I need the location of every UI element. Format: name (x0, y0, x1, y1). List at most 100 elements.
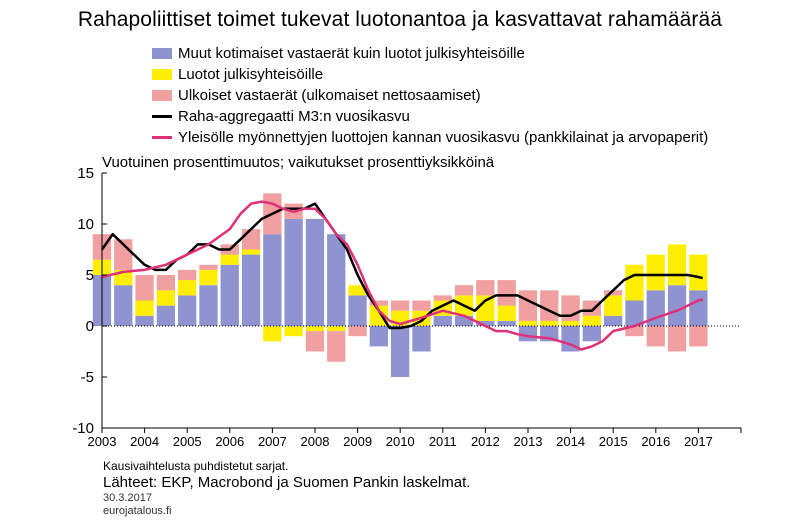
bar-s0-20 (518, 326, 538, 342)
bar-s2-13 (369, 300, 388, 306)
legend-item-ulkoiset: Ulkoiset vastaerät (ulkomaiset nettosaam… (152, 85, 708, 106)
x-tick-label-0: 2003 (88, 434, 117, 449)
footer-date: 30.3.2017 (103, 492, 152, 504)
bar-s0-8 (263, 234, 282, 326)
bar-s2-24 (604, 290, 623, 296)
bar-s2-11 (327, 331, 346, 362)
bar-s1-3 (156, 290, 175, 306)
bar-s0-14 (391, 326, 410, 377)
bar-s0-2 (135, 315, 154, 326)
bar-s0-25 (625, 300, 644, 326)
bar-s1-11 (327, 326, 346, 332)
x-tick-label-14: 2017 (684, 434, 713, 449)
chart-title: Rahapoliittiset toimet tukevat luotonant… (77, 8, 723, 31)
bar-s2-15 (412, 300, 431, 311)
bar-s0-22 (561, 326, 580, 352)
bar-s2-22 (561, 295, 580, 321)
bar-s2-21 (540, 290, 559, 321)
bar-s1-5 (199, 269, 218, 286)
bar-s1-23 (582, 315, 601, 326)
bar-s2-28 (689, 326, 708, 347)
bar-s1-27 (667, 244, 687, 286)
line-series-4 (101, 200, 703, 351)
y-axis-label: Vuotuinen prosenttimuutos; vaikutukset p… (102, 154, 495, 171)
bar-s1-19 (497, 305, 516, 321)
bar-s1-21 (540, 320, 559, 326)
bar-s2-19 (497, 280, 516, 306)
bar-s2-3 (156, 275, 175, 291)
legend: Muut kotimaiset vastaerät kuin luotot ju… (152, 43, 708, 148)
legend-label-muut: Muut kotimaiset vastaerät kuin luotot ju… (178, 45, 525, 62)
y-tick-label-0: 15 (77, 165, 94, 182)
bar-s0-6 (220, 264, 239, 326)
bar-s0-15 (412, 326, 431, 352)
x-tick-label-8: 2011 (429, 434, 457, 449)
bar-s0-3 (156, 305, 175, 326)
bar-s2-26 (646, 326, 665, 347)
footer-note: Kausivaihtelusta puhdistetut sarjat. (103, 459, 289, 473)
bar-s2-17 (454, 285, 474, 296)
bar-s2-5 (199, 264, 218, 270)
legend-label-ulkoiset: Ulkoiset vastaerät (ulkomaiset nettosaam… (178, 87, 481, 104)
y-tick-label-4: -5 (81, 369, 94, 386)
bar-s1-28 (689, 254, 708, 291)
footer-sources: Lähteet: EKP, Macrobond ja Suomen Pankin… (103, 474, 471, 491)
legend-swatch-luottokasvu (152, 136, 172, 139)
bar-s1-9 (284, 326, 303, 337)
line-series-3 (100, 202, 704, 330)
legend-swatch-ulkoiset (152, 90, 172, 101)
bar-s1-24 (604, 295, 623, 316)
bar-s0-5 (199, 285, 218, 326)
bar-s0-13 (369, 326, 388, 347)
bar-s1-18 (476, 295, 495, 321)
bar-s0-27 (667, 285, 687, 326)
bar-s2-25 (625, 326, 644, 337)
bar-s2-4 (178, 269, 197, 281)
bar-s0-28 (689, 290, 708, 326)
legend-label-luottokasvu: Yleisölle myönnettyjen luottojen kannan … (178, 129, 709, 146)
bar-s2-16 (433, 295, 452, 301)
bar-s0-23 (582, 326, 601, 342)
bar-s0-18 (476, 320, 495, 326)
x-tick-label-11: 2014 (556, 434, 585, 449)
x-tick-label-2: 2005 (173, 434, 202, 449)
bar-s2-23 (582, 300, 601, 316)
x-tick-label-10: 2013 (514, 434, 543, 449)
bar-s0-1 (114, 285, 133, 326)
legend-label-luotot: Luotot julkisyhteisöille (178, 66, 324, 83)
x-tick-label-7: 2010 (386, 434, 415, 449)
footer-site: eurojatalous.fi (103, 505, 172, 517)
legend-swatch-luotot (152, 69, 172, 80)
bar-s2-20 (518, 290, 538, 321)
bar-s0-4 (178, 295, 197, 326)
x-tick-label-3: 2006 (215, 434, 244, 449)
bar-s1-2 (135, 300, 154, 316)
bar-s1-4 (178, 280, 197, 296)
bar-s2-12 (348, 326, 367, 337)
legend-swatch-m3 (152, 115, 172, 118)
bar-s2-7 (241, 229, 261, 250)
x-tick-label-13: 2016 (641, 434, 670, 449)
bar-s2-27 (667, 326, 687, 352)
bar-s2-14 (391, 300, 410, 311)
x-tick-label-12: 2015 (599, 434, 628, 449)
bar-s0-12 (348, 295, 367, 326)
bar-s0-24 (604, 315, 623, 326)
x-tick-label-1: 2004 (130, 434, 159, 449)
bar-s0-10 (305, 218, 325, 326)
x-tick-label-6: 2009 (343, 434, 372, 449)
bar-s0-17 (454, 315, 474, 326)
legend-swatch-muut (152, 48, 172, 59)
bar-s2-18 (476, 280, 495, 296)
legend-label-m3: Raha-aggregaatti M3:n vuosikasvu (178, 108, 410, 125)
bar-s1-10 (305, 326, 325, 332)
legend-item-luottokasvu: Yleisölle myönnettyjen luottojen kannan … (152, 127, 708, 148)
legend-item-m3: Raha-aggregaatti M3:n vuosikasvu (152, 106, 708, 127)
bar-s1-7 (241, 249, 261, 255)
bar-s1-13 (369, 305, 388, 326)
bar-s2-10 (305, 331, 325, 352)
bar-s0-11 (327, 234, 346, 326)
bar-s1-25 (625, 264, 644, 301)
bar-s1-6 (220, 254, 239, 265)
